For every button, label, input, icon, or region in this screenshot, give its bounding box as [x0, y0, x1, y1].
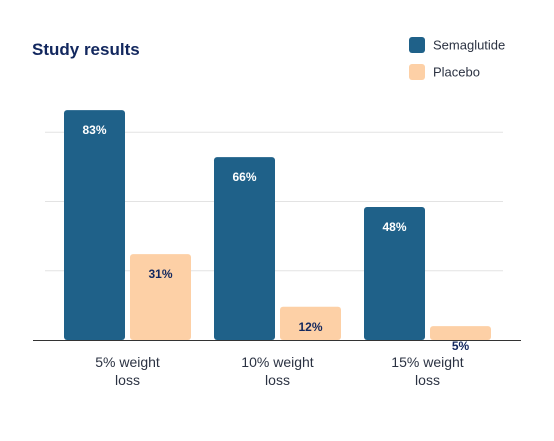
data-label-semaglutide-3: 48%	[382, 220, 406, 234]
legend: Semaglutide Placebo	[409, 37, 505, 80]
x-tick-label-3: 15% weight loss	[391, 354, 463, 388]
legend-swatch-semaglutide	[409, 37, 425, 53]
bars	[64, 110, 491, 340]
legend-swatch-placebo	[409, 64, 425, 80]
x-tick-label-2: 10% weight loss	[241, 354, 313, 388]
chart-title: Study results	[32, 40, 140, 59]
data-labels: 83% 66% 48% 31% 12% 5%	[82, 123, 469, 353]
data-label-placebo-3: 5%	[452, 339, 470, 353]
data-label-placebo-1: 31%	[148, 267, 172, 281]
data-label-semaglutide-2: 66%	[232, 170, 256, 184]
legend-label-semaglutide: Semaglutide	[433, 38, 505, 53]
data-label-placebo-2: 12%	[298, 320, 322, 334]
x-tick-label-1: 5% weight loss	[95, 354, 160, 388]
bar-semaglutide-2	[214, 157, 275, 340]
bar-placebo-3	[430, 326, 491, 340]
data-label-semaglutide-1: 83%	[82, 123, 106, 137]
bar-semaglutide-1	[64, 110, 125, 340]
legend-label-placebo: Placebo	[433, 65, 480, 80]
bar-placebo-1	[130, 254, 191, 340]
bar-semaglutide-3	[364, 207, 425, 340]
x-tick-labels: 5% weight loss 10% weight loss 15% weight los…	[95, 354, 464, 388]
bar-placebo-2	[280, 306, 341, 340]
